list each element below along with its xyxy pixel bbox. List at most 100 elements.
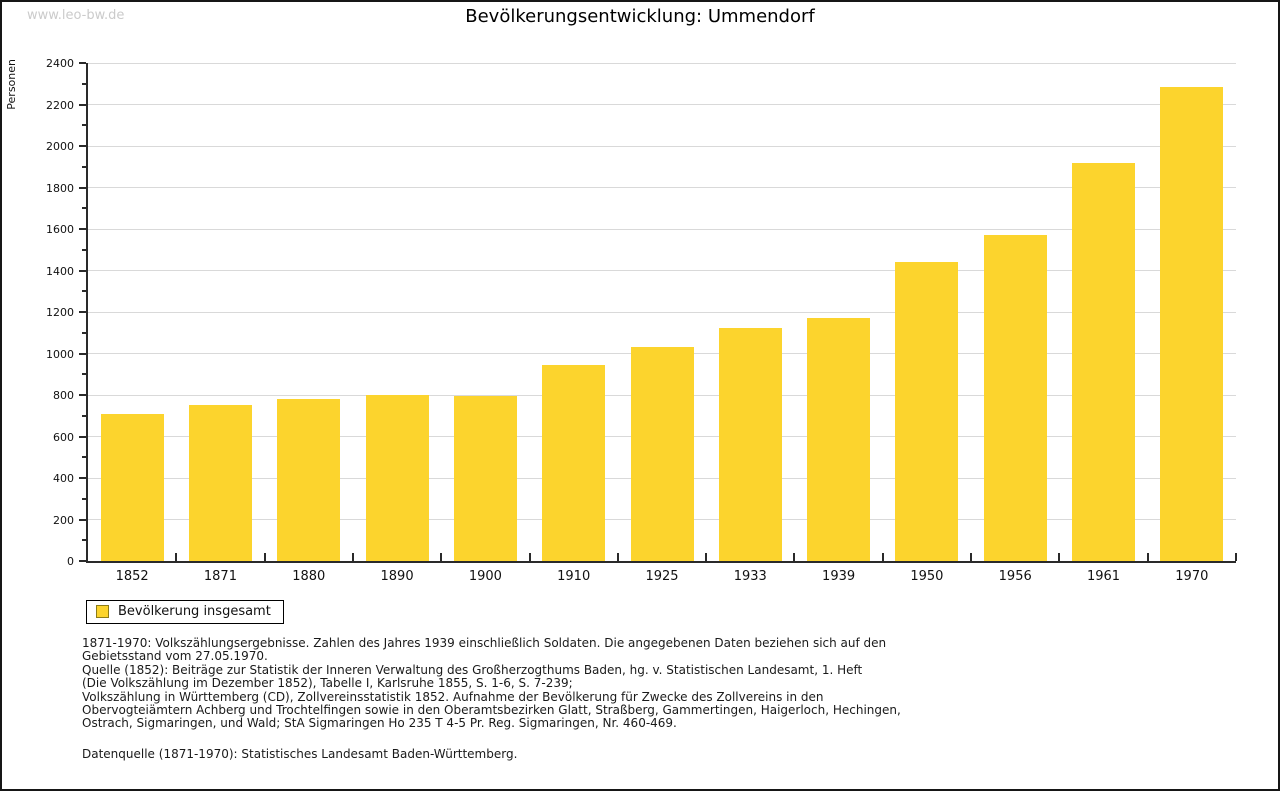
bar-1910 <box>542 364 606 561</box>
bar-1956 <box>983 235 1047 561</box>
gridline-1800 <box>88 187 1236 188</box>
legend: Bevölkerung insgesamt <box>86 600 284 624</box>
x-tick-label-1910: 1910 <box>557 569 591 584</box>
x-tick-label-1961: 1961 <box>1086 569 1121 584</box>
y-minor-tick-1500 <box>82 248 86 251</box>
y-tick-label-400: 400 <box>53 472 74 485</box>
footnote-line: 1871-1970: Volkszählungsergebnisse. Zahl… <box>82 636 887 650</box>
y-tick-label-600: 600 <box>53 430 74 444</box>
gridline-1200 <box>88 311 1236 313</box>
gridline-1600 <box>88 228 1236 230</box>
y-tick-label-2000: 2000 <box>46 140 74 153</box>
footnote-line: Ostrach, Sigmaringen, und Wald; StA Sigm… <box>82 716 677 731</box>
x-tick-2 <box>263 553 266 561</box>
x-tick-3 <box>351 553 354 561</box>
bar-1939 <box>807 318 871 561</box>
y-tick-label-1000: 1000 <box>46 347 74 361</box>
bar-1900 <box>453 396 517 561</box>
site-watermark: www.leo-bw.de <box>27 8 125 23</box>
x-tick-6 <box>616 553 619 561</box>
y-minor-tick-100 <box>82 539 86 542</box>
y-minor-tick-1900 <box>82 165 86 168</box>
x-tick-label-1939: 1939 <box>822 569 856 584</box>
bar-1950 <box>895 262 959 561</box>
x-tick-label-1970: 1970 <box>1175 569 1209 584</box>
y-major-tick-2200 <box>79 103 86 106</box>
x-tick-label-1933: 1933 <box>733 569 767 584</box>
y-major-tick-400 <box>79 477 86 479</box>
x-tick-label-1925: 1925 <box>645 569 679 584</box>
y-major-tick-800 <box>79 394 86 396</box>
x-tick-label-1880: 1880 <box>292 569 326 584</box>
bar-1961 <box>1072 162 1136 561</box>
gridline-2200 <box>88 104 1236 105</box>
bar-1852 <box>100 413 164 561</box>
bar-1890 <box>365 395 429 561</box>
x-tick-9 <box>881 553 884 561</box>
y-tick-label-2400: 2400 <box>46 57 74 70</box>
y-major-tick-1400 <box>79 269 86 272</box>
legend-swatch-icon <box>96 605 109 618</box>
gridline-1400 <box>88 270 1236 271</box>
plot-area: 0 200 400 600 800 1000 1200 1400 1600 1800 2000 220… <box>46 57 1237 584</box>
x-tick-label-1900: 1900 <box>468 569 502 584</box>
footnote-line: Volkszählung in Württemberg (CD), Zollve… <box>82 689 824 704</box>
footnote-line: Obervogteiämtern Achberg und Trochtelfin… <box>82 703 901 718</box>
y-minor-tick-300 <box>82 497 86 500</box>
y-tick-label-1400: 1400 <box>46 264 74 278</box>
y-major-tick-1600 <box>79 228 86 230</box>
y-minor-tick-700 <box>82 414 86 417</box>
x-tick-11 <box>1058 553 1061 561</box>
y-minor-tick-500 <box>82 456 86 459</box>
legend-label: Bevölkerung insgesamt <box>118 604 271 619</box>
bar-1933 <box>718 327 782 561</box>
x-tick-7 <box>705 553 708 561</box>
y-major-tick-1200 <box>79 311 86 313</box>
y-tick-label-2200: 2200 <box>46 98 74 112</box>
x-tick-1 <box>175 553 178 561</box>
x-tick-4 <box>440 553 443 561</box>
footnote-line: Quelle (1852): Beiträge zur Statistik de… <box>82 662 863 677</box>
y-major-tick-0 <box>79 560 86 562</box>
y-major-tick-1000 <box>79 352 86 355</box>
y-tick-label-1200: 1200 <box>46 306 74 319</box>
y-tick-label-1800: 1800 <box>46 181 74 195</box>
x-tick-label-1852: 1852 <box>115 569 149 584</box>
x-tick-5 <box>528 553 531 561</box>
x-tick-8 <box>793 553 796 561</box>
bar-1880 <box>277 399 341 561</box>
y-minor-tick-2300 <box>82 82 86 85</box>
y-major-tick-2000 <box>79 145 86 147</box>
y-tick-label-0: 0 <box>67 555 74 568</box>
gridline-2400 <box>88 62 1236 64</box>
x-tick-13 <box>1235 553 1237 561</box>
chart-title: Bevölkerungsentwicklung: Ummendorf <box>465 6 815 27</box>
y-minor-tick-1300 <box>82 290 86 293</box>
x-tick-label-1950: 1950 <box>910 569 944 584</box>
footnote-datasource: Datenquelle (1871-1970): Statistisches L… <box>82 746 518 761</box>
y-tick-label-1600: 1600 <box>46 223 74 236</box>
footnote-line: Gebietsstand vom 27.05.1970. <box>82 649 268 664</box>
y-major-tick-200 <box>79 518 86 521</box>
x-tick-10 <box>970 553 973 561</box>
bar-1871 <box>188 405 252 561</box>
y-minor-tick-1100 <box>82 331 86 334</box>
x-tick-label-1890: 1890 <box>380 569 414 584</box>
x-tick-label-1956: 1956 <box>998 569 1032 584</box>
y-major-tick-2400 <box>79 62 86 64</box>
y-major-tick-600 <box>79 435 86 438</box>
y-major-tick-1800 <box>79 186 86 189</box>
bar-1925 <box>630 347 694 561</box>
x-tick-12 <box>1146 553 1149 561</box>
x-tick-label-1871: 1871 <box>203 569 237 584</box>
y-tick-label-200: 200 <box>53 513 74 527</box>
y-minor-tick-2100 <box>82 124 86 127</box>
bar-1970 <box>1160 86 1224 561</box>
gridline-2000 <box>88 145 1236 147</box>
y-minor-tick-1700 <box>82 207 86 210</box>
footnote-line: (Die Volkszählung im Dezember 1852), Tab… <box>82 676 573 691</box>
y-tick-label-800: 800 <box>53 389 74 402</box>
footnotes: 1871-1970: Volkszählungsergebnisse. Zahl… <box>82 636 901 761</box>
y-minor-tick-900 <box>82 373 86 376</box>
